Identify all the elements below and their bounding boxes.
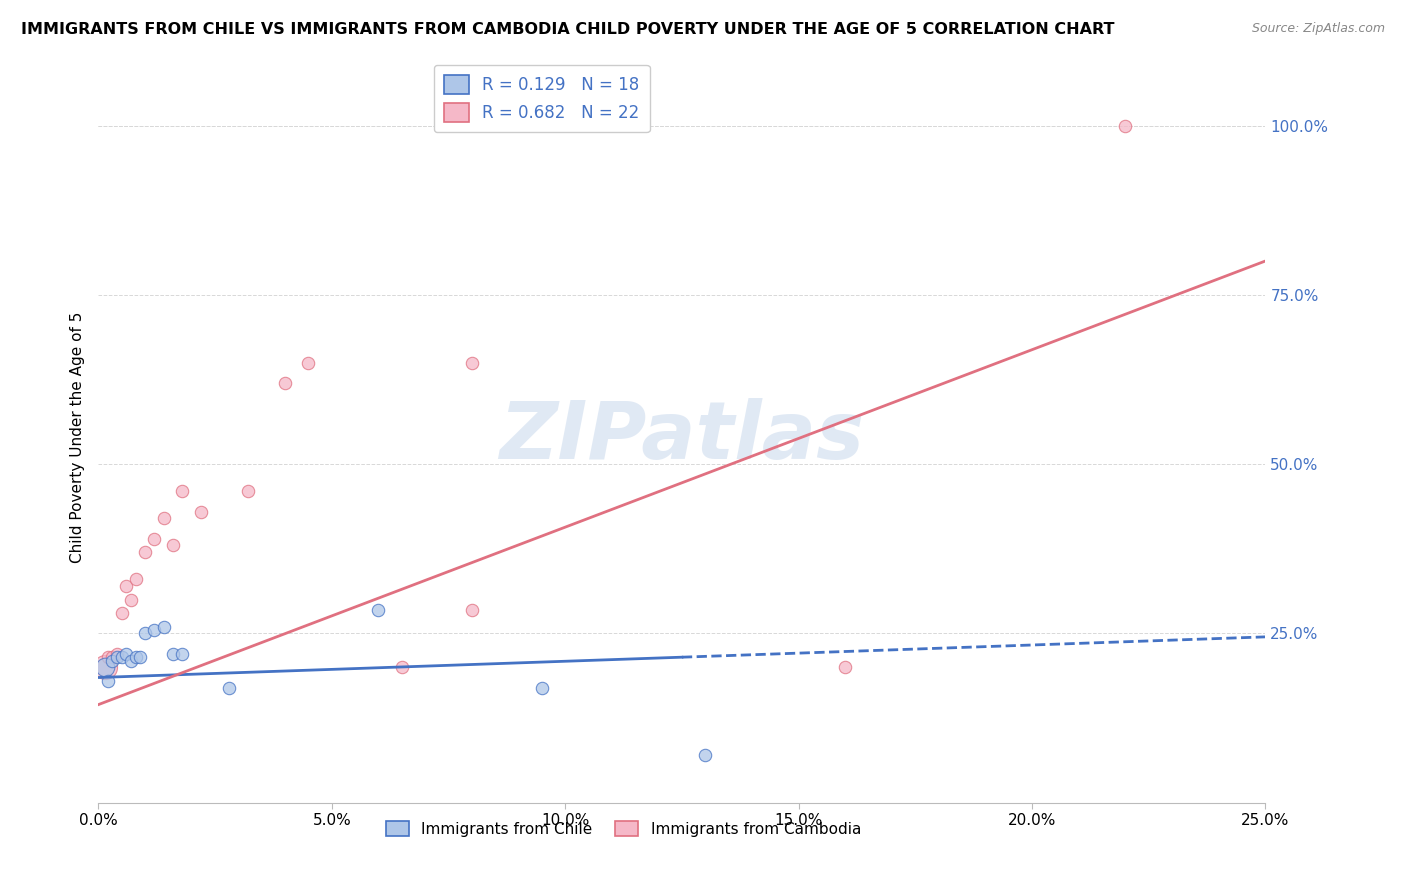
Point <box>129 650 152 665</box>
Point <box>190 505 212 519</box>
Point <box>1114 119 1136 133</box>
Point <box>143 623 166 637</box>
Point <box>115 579 138 593</box>
Y-axis label: Child Poverty Under the Age of 5: Child Poverty Under the Age of 5 <box>69 311 84 563</box>
Point <box>134 626 156 640</box>
Point <box>172 484 194 499</box>
Point <box>125 572 148 586</box>
Point <box>297 355 319 369</box>
Point <box>367 603 389 617</box>
Point <box>391 660 413 674</box>
Point <box>834 660 856 674</box>
Point <box>125 650 148 665</box>
Point <box>101 650 124 665</box>
Point <box>105 647 128 661</box>
Point <box>162 538 184 552</box>
Point <box>218 681 240 695</box>
Point <box>172 647 194 661</box>
Point <box>101 654 124 668</box>
Point <box>134 545 156 559</box>
Text: Source: ZipAtlas.com: Source: ZipAtlas.com <box>1251 22 1385 36</box>
Point <box>461 355 484 369</box>
Point <box>152 620 174 634</box>
Text: ZIPatlas: ZIPatlas <box>499 398 865 476</box>
Point <box>115 647 138 661</box>
Point <box>111 650 134 665</box>
Point <box>120 654 142 668</box>
Legend: Immigrants from Chile, Immigrants from Cambodia: Immigrants from Chile, Immigrants from C… <box>380 814 868 843</box>
Point <box>105 650 128 665</box>
Point <box>97 673 120 688</box>
Point <box>143 532 166 546</box>
Text: IMMIGRANTS FROM CHILE VS IMMIGRANTS FROM CAMBODIA CHILD POVERTY UNDER THE AGE OF: IMMIGRANTS FROM CHILE VS IMMIGRANTS FROM… <box>21 22 1115 37</box>
Point <box>94 660 117 674</box>
Point <box>695 748 717 763</box>
Point <box>162 647 184 661</box>
Point <box>152 511 174 525</box>
Point <box>461 603 484 617</box>
Point <box>274 376 297 390</box>
Point <box>111 606 134 620</box>
Point <box>94 660 117 674</box>
Point <box>236 484 259 499</box>
Point <box>530 681 553 695</box>
Point <box>97 650 120 665</box>
Point <box>120 592 142 607</box>
